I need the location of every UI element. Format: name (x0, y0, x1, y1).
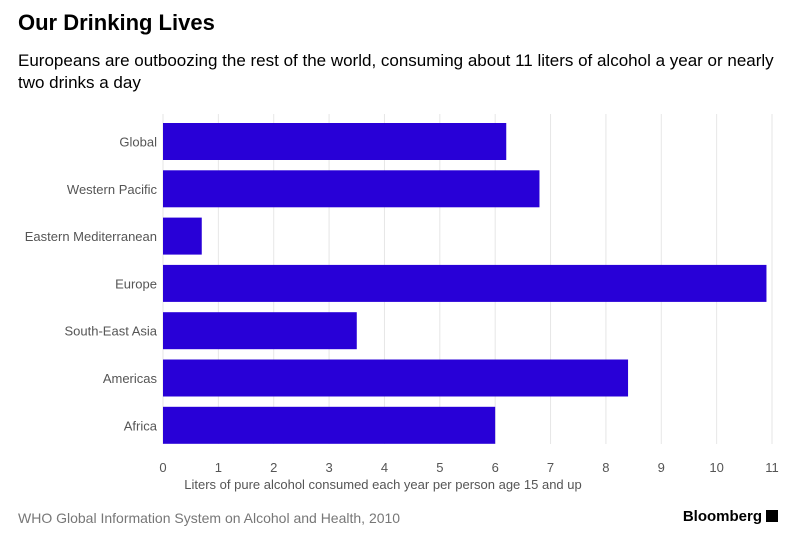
category-label: Western Pacific (67, 182, 158, 197)
category-label: South-East Asia (65, 324, 158, 339)
bar (163, 217, 202, 255)
source-note: WHO Global Information System on Alcohol… (18, 510, 401, 526)
bloomberg-logo: Bloomberg (683, 508, 778, 525)
bar (163, 264, 767, 302)
bloomberg-chart-icon (766, 510, 778, 522)
category-label: Global (119, 135, 157, 150)
chart-title: Our Drinking Lives (18, 10, 215, 35)
category-label: Europe (115, 276, 157, 291)
x-tick-label: 9 (658, 460, 665, 475)
bar (163, 406, 496, 444)
bar (163, 170, 540, 208)
x-tick-label: 2 (270, 460, 277, 475)
brand-text: Bloomberg (682, 508, 762, 525)
x-tick-label: 4 (381, 460, 388, 475)
x-tick-label: 7 (547, 460, 554, 475)
bar (163, 359, 629, 397)
x-tick-label: 10 (709, 460, 723, 475)
x-tick-label: 8 (602, 460, 609, 475)
bar (163, 123, 507, 160)
bar (163, 312, 357, 350)
x-axis-label: Liters of pure alcohol consumed each yea… (184, 477, 582, 492)
x-tick-label: 1 (215, 460, 222, 475)
category-label: Africa (124, 418, 158, 433)
category-label: Americas (103, 371, 158, 386)
x-tick-label: 11 (765, 460, 779, 475)
x-tick-label: 0 (159, 460, 166, 475)
x-tick-label: 3 (325, 460, 332, 475)
chart-subtitle: Europeans are outboozing the rest of the… (18, 51, 774, 92)
x-tick-label: 6 (492, 460, 499, 475)
category-label: Eastern Mediterranean (25, 229, 157, 244)
x-tick-label: 5 (436, 460, 443, 475)
